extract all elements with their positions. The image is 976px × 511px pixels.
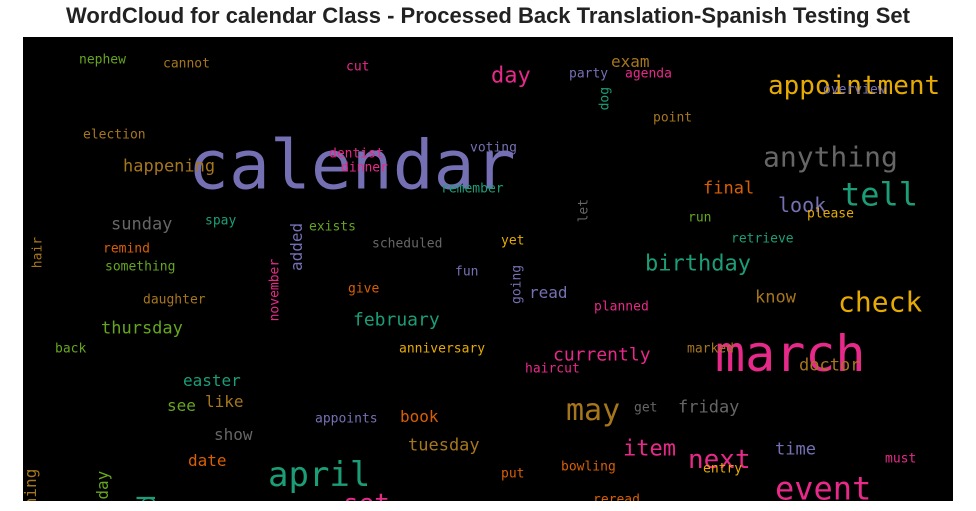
word-spay: spay [205, 213, 236, 228]
word-calendar: calendar [188, 126, 516, 205]
word-april: april [268, 455, 370, 495]
word-dog: dog [597, 87, 612, 110]
word-remind: remind [103, 241, 150, 256]
word-planned: planned [594, 299, 649, 314]
chart-title: WordCloud for calendar Class - Processed… [66, 3, 910, 28]
word-remember: remember [441, 181, 504, 196]
word-back: back [55, 341, 86, 356]
word-agenda: agenda [625, 66, 672, 81]
word-give: give [348, 281, 379, 296]
word-easter: easter [183, 371, 241, 390]
word-let: let [576, 199, 591, 222]
word-everything: everything [23, 469, 40, 501]
word-dentist: dentist [329, 146, 384, 161]
word-sunday: sunday [111, 215, 172, 235]
word-yet: yet [501, 233, 524, 248]
word-anything: anything [763, 140, 898, 173]
word-marked: marked [687, 341, 734, 356]
word-please: please [807, 206, 854, 221]
word-called: called [133, 495, 161, 501]
word-reread: reread [593, 492, 640, 501]
word-item: item [623, 437, 676, 462]
word-birthday: birthday [645, 252, 751, 277]
word-run: run [688, 210, 711, 225]
word-tell: tell [841, 176, 918, 214]
word-set: set [343, 489, 390, 501]
word-scheduled: scheduled [372, 236, 442, 251]
word-haircut: haircut [525, 361, 580, 376]
word-date: date [188, 451, 227, 470]
word-party: party [569, 66, 608, 81]
word-get: get [634, 400, 657, 415]
word-exists: exists [309, 219, 356, 234]
word-hair: hair [30, 237, 45, 268]
word-appoints: appoints [315, 411, 378, 426]
word-currently: currently [553, 344, 651, 365]
word-like: like [205, 392, 244, 411]
word-nephew: nephew [79, 52, 126, 67]
word-event: event [775, 470, 871, 501]
word-may: may [566, 393, 620, 428]
word-thursday: thursday [101, 319, 183, 339]
word-time: time [775, 440, 816, 460]
word-added: added [287, 223, 306, 271]
wordcloud-background [23, 37, 953, 501]
word-final: final [703, 179, 754, 199]
word-point: point [653, 110, 692, 125]
word-look: look [778, 193, 826, 217]
word-check: check [838, 285, 922, 318]
word-must: must [885, 451, 916, 466]
word-read: read [529, 283, 568, 302]
word-wednesday: wednesday [93, 470, 112, 501]
word-next: next [688, 445, 751, 475]
word-tuesday: tuesday [408, 436, 480, 456]
word-doctor: doctor [799, 356, 860, 376]
word-see: see [167, 396, 196, 415]
word-know: know [755, 288, 797, 308]
word-march: march [715, 325, 866, 383]
word-put: put [501, 466, 524, 481]
word-election: election [83, 127, 146, 142]
word-november: november [267, 259, 282, 322]
word-anniversary: anniversary [399, 341, 485, 356]
word-dinner: dinner [341, 160, 388, 175]
word-february: february [353, 309, 440, 330]
word-daughter: daughter [143, 292, 206, 307]
word-cannot: cannot [163, 56, 210, 71]
word-cut: cut [346, 59, 369, 74]
word-happening: happening [123, 157, 215, 177]
word-show: show [214, 425, 253, 444]
word-going: going [509, 265, 524, 304]
word-day: day [491, 64, 531, 89]
word-friday: friday [678, 398, 739, 418]
word-exam: exam [611, 52, 650, 71]
word-retrieve: retrieve [731, 231, 794, 246]
word-entry: entry [703, 461, 742, 476]
word-voting: voting [470, 140, 517, 155]
word-appointment: appointment [768, 71, 940, 101]
word-fun: fun [455, 264, 478, 279]
word-bowling: bowling [561, 459, 616, 474]
word-overview: overview [823, 82, 886, 97]
word-book: book [400, 407, 439, 426]
word-something: something [105, 259, 175, 274]
